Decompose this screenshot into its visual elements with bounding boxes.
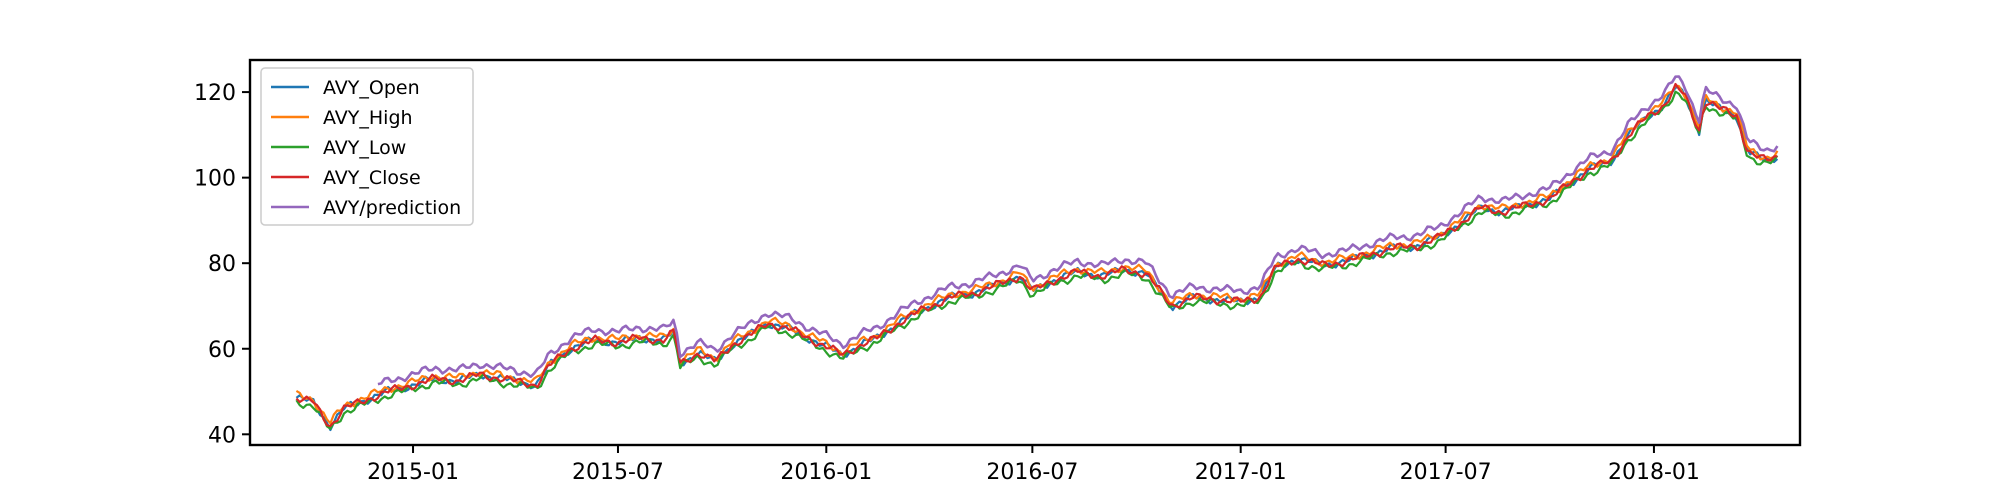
series-line-avy-prediction [377, 75, 1779, 386]
legend-label: AVY_Close [323, 167, 421, 189]
series-line-avy-high [295, 84, 1779, 425]
legend: AVY_Open AVY_High AVY_Low AVY_Close AVY/pred… [260, 67, 474, 226]
plot-frame [248, 58, 1802, 447]
y-tick-label: 80 [208, 252, 236, 277]
x-tick-label: 2016-07 [986, 460, 1078, 485]
x-tick-label: 2018-01 [1608, 460, 1700, 485]
legend-label: AVY_Open [323, 77, 420, 99]
x-axis: 2015-01 2015-07 2016-01 2016-07 2017-01 2017-… [367, 445, 1700, 485]
y-tick-label: 100 [194, 167, 236, 192]
x-tick-label: 2017-01 [1195, 460, 1287, 485]
y-axis: 40 60 80 100 120 [194, 81, 250, 448]
x-tick-label: 2015-07 [572, 460, 664, 485]
x-tick-label: 2016-01 [780, 460, 872, 485]
y-tick-label: 40 [208, 423, 236, 448]
y-tick-label: 60 [208, 338, 236, 363]
series-layer [295, 75, 1779, 432]
y-tick-label: 120 [194, 81, 236, 106]
x-tick-label: 2015-01 [367, 460, 459, 485]
legend-label: AVY_Low [323, 137, 406, 159]
series-line-avy-close [295, 82, 1778, 427]
legend-label: AVY_High [323, 107, 413, 129]
x-tick-label: 2017-07 [1400, 460, 1492, 485]
legend-label: AVY/prediction [323, 197, 461, 219]
legend-box [260, 67, 474, 226]
